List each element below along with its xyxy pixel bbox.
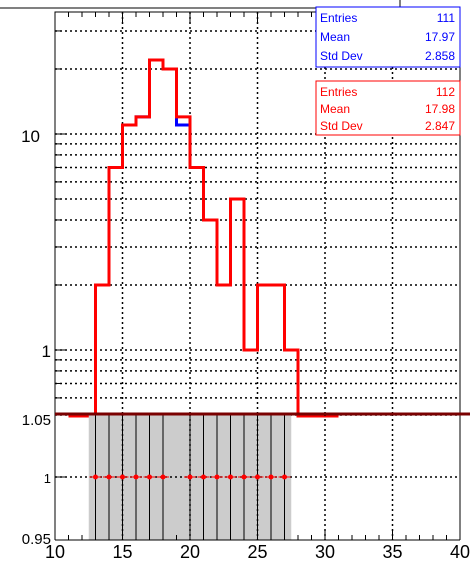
stats-box-red-frame: [315, 80, 461, 136]
ratio-point: [201, 474, 206, 480]
main-histograms: [68, 58, 339, 418]
stats-red-stddev-value: 2.847: [425, 119, 455, 133]
ratio-point: [187, 474, 193, 480]
ratio-point: [120, 474, 125, 480]
ratio-point: [93, 474, 98, 480]
stats-blue-stddev-label: Std Dev: [320, 49, 363, 63]
ratio-point: [106, 474, 112, 480]
ratio-point: [268, 474, 274, 480]
stats-blue-entries-label: Entries: [320, 11, 357, 25]
ratio-label-mask: [20, 408, 52, 416]
ratio-point: [147, 474, 152, 480]
stats-blue-entries-value: 111: [437, 11, 456, 25]
ratio-point: [241, 474, 247, 480]
ratio-point: [255, 474, 260, 480]
stats-blue-stddev-value: 2.858: [425, 49, 455, 63]
x-tick-label-25: 25: [247, 542, 267, 561]
y-tick-label-1: 1: [42, 342, 51, 361]
stats-blue-mean-value: 17.97: [425, 30, 455, 44]
x-tick-label-40: 40: [450, 542, 470, 561]
stats-box-blue: Entries 111 Mean 17.97 Std Dev 2.858: [315, 6, 461, 68]
x-tick-label-15: 15: [112, 542, 132, 561]
ratio-point: [133, 474, 139, 480]
ratio-point: [214, 474, 220, 480]
x-tick-label-35: 35: [382, 542, 402, 561]
histogram-series-red: [68, 58, 339, 418]
ratio-y-tick-label-top: 1.05: [22, 412, 51, 429]
ratio-point: [282, 474, 287, 480]
x-tick-label-30: 30: [315, 542, 335, 561]
stats-red-entries-label: Entries: [320, 85, 357, 99]
stats-box-blue-frame: [315, 6, 461, 68]
y-tick-label-10: 10: [21, 127, 40, 146]
ratio-points: [89, 474, 291, 480]
ratio-y-tick-label-bottom: 0.95: [22, 531, 51, 548]
stats-red-mean-value: 17.98: [425, 102, 455, 116]
ratio-panel: 1.05 1 0.95 10 15 20 25 30 35 40: [20, 408, 470, 561]
stats-red-mean-label: Mean: [320, 102, 350, 116]
ratio-point: [228, 474, 233, 480]
x-tick-label-10: 10: [45, 542, 65, 561]
x-tick-label-20: 20: [180, 542, 200, 561]
ratio-y-tick-label-mid: 1: [44, 471, 51, 486]
ratio-point: [160, 474, 166, 480]
stats-blue-mean-label: Mean: [320, 30, 350, 44]
x-tick-labels: 10 15 20 25 30 35 40: [45, 542, 470, 561]
main-grid: [55, 12, 460, 416]
stats-red-entries-value: 112: [436, 85, 455, 99]
stats-red-stddev-label: Std Dev: [320, 119, 363, 133]
stats-box-red: Entries 112 Mean 17.98 Std Dev 2.847: [315, 80, 461, 136]
